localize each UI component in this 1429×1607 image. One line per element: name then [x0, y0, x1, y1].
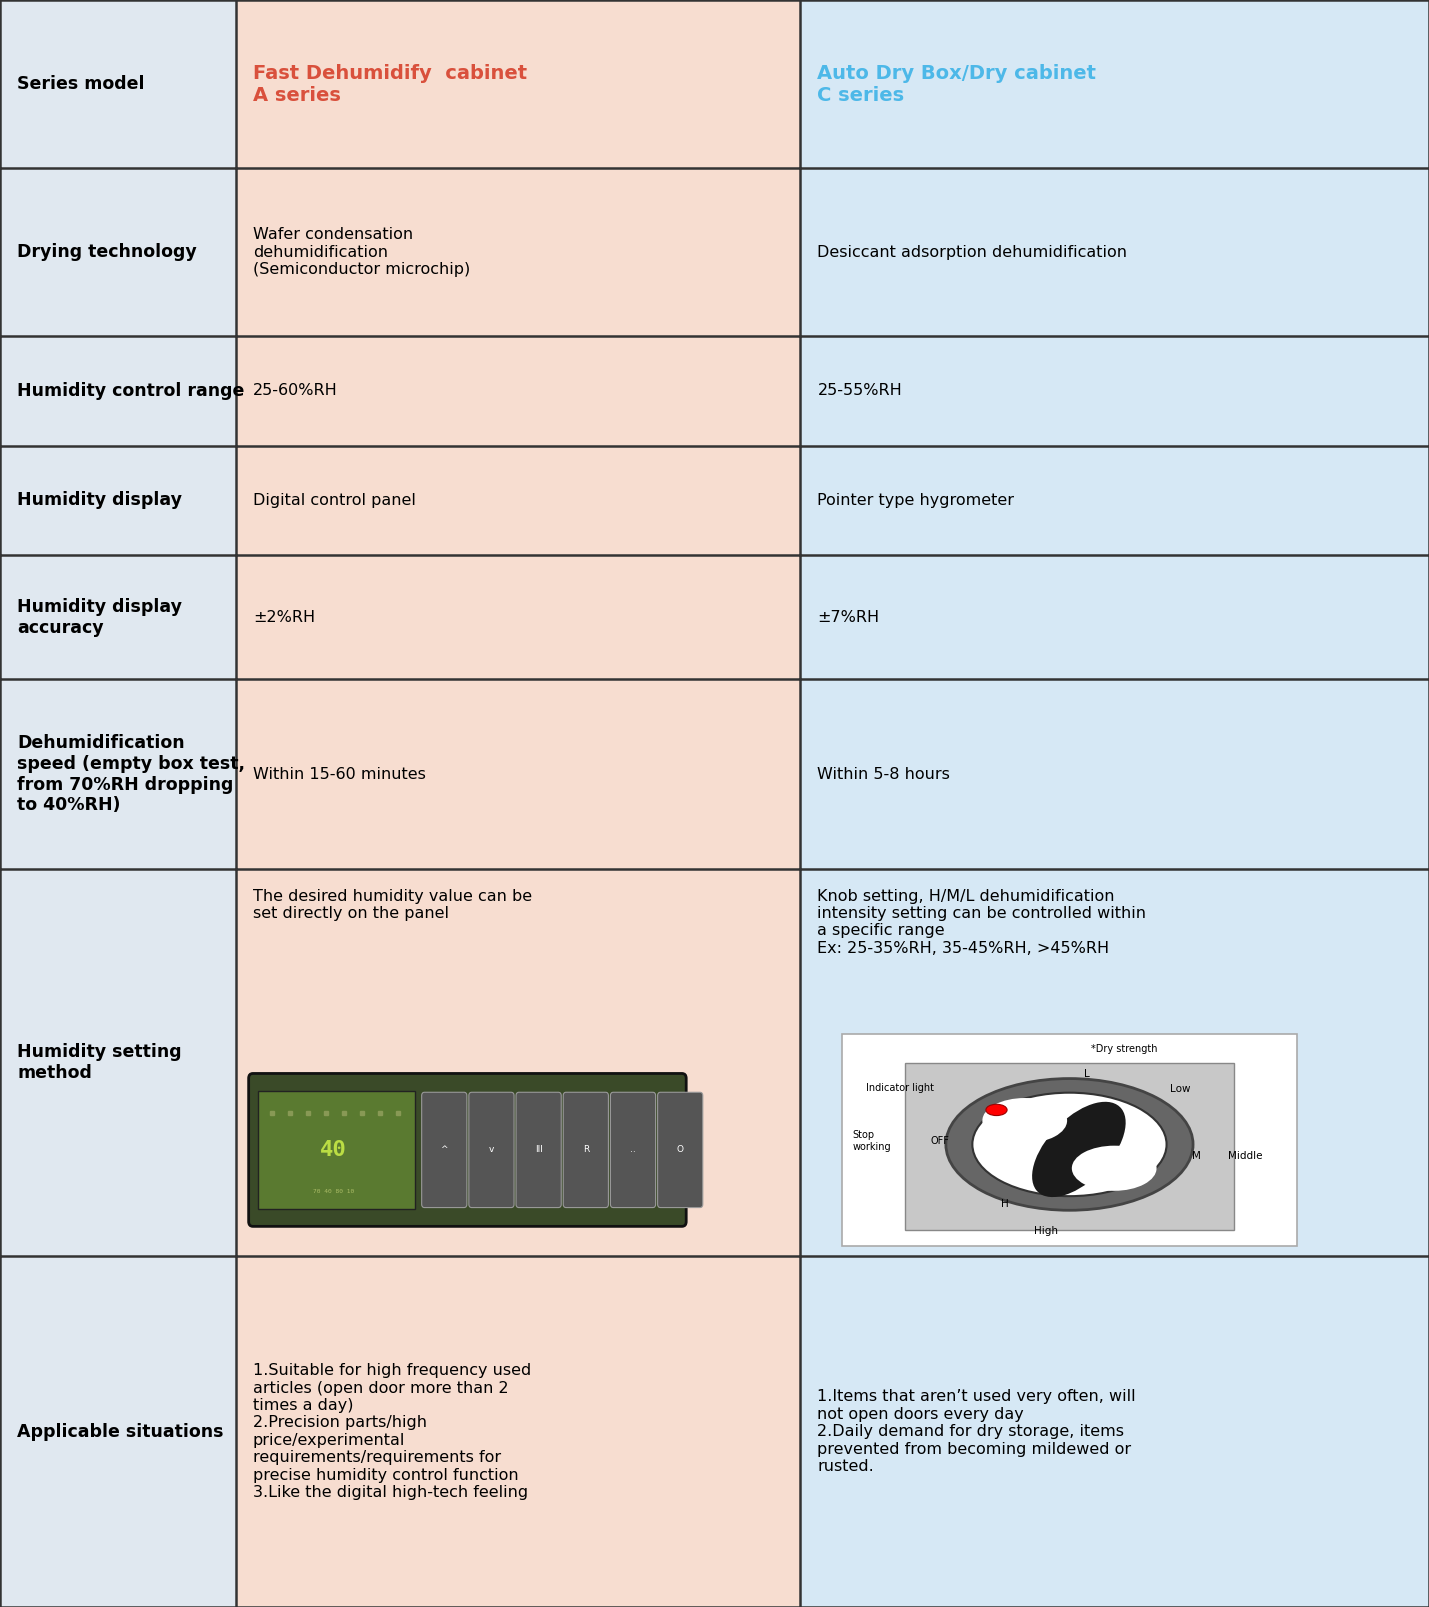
Ellipse shape: [1032, 1102, 1126, 1197]
Ellipse shape: [946, 1078, 1193, 1210]
Text: Drying technology: Drying technology: [17, 243, 197, 260]
Text: Humidity control range: Humidity control range: [17, 382, 244, 400]
Text: Stop
working: Stop working: [852, 1130, 890, 1152]
FancyBboxPatch shape: [0, 554, 236, 680]
FancyBboxPatch shape: [800, 1257, 1429, 1607]
Text: R: R: [583, 1146, 589, 1154]
Text: Pointer type hygrometer: Pointer type hygrometer: [817, 493, 1015, 508]
FancyBboxPatch shape: [236, 869, 800, 1257]
FancyBboxPatch shape: [800, 554, 1429, 680]
Text: v: v: [489, 1146, 494, 1154]
FancyBboxPatch shape: [0, 680, 236, 869]
Text: Humidity display
accuracy: Humidity display accuracy: [17, 598, 181, 636]
Text: Knob setting, H/M/L dehumidification
intensity setting can be controlled within
: Knob setting, H/M/L dehumidification int…: [817, 889, 1146, 956]
Text: Wafer condensation
dehumidification
(Semiconductor microchip): Wafer condensation dehumidification (Sem…: [253, 227, 470, 276]
FancyBboxPatch shape: [657, 1093, 703, 1207]
FancyBboxPatch shape: [0, 1257, 236, 1607]
FancyBboxPatch shape: [422, 1093, 467, 1207]
FancyBboxPatch shape: [0, 445, 236, 554]
Text: Auto Dry Box/Dry cabinet
C series: Auto Dry Box/Dry cabinet C series: [817, 64, 1096, 104]
FancyBboxPatch shape: [236, 0, 800, 169]
FancyBboxPatch shape: [800, 0, 1429, 169]
Text: H: H: [1000, 1199, 1009, 1208]
Text: O: O: [677, 1146, 683, 1154]
Ellipse shape: [972, 1093, 1166, 1196]
FancyBboxPatch shape: [610, 1093, 656, 1207]
FancyBboxPatch shape: [0, 869, 236, 1257]
Text: Indicator light: Indicator light: [866, 1083, 933, 1093]
Text: Series model: Series model: [17, 76, 144, 93]
Text: Desiccant adsorption dehumidification: Desiccant adsorption dehumidification: [817, 244, 1127, 259]
Text: 1.Suitable for high frequency used
articles (open door more than 2
times a day)
: 1.Suitable for high frequency used artic…: [253, 1363, 532, 1499]
Text: 1.Items that aren’t used very often, will
not open doors every day
2.Daily deman: 1.Items that aren’t used very often, wil…: [817, 1390, 1136, 1474]
FancyBboxPatch shape: [563, 1093, 609, 1207]
Text: *Dry strength: *Dry strength: [1090, 1045, 1157, 1054]
Text: M: M: [1192, 1151, 1200, 1160]
Text: ±7%RH: ±7%RH: [817, 609, 879, 625]
Text: 40: 40: [320, 1139, 347, 1160]
Text: Middle: Middle: [1229, 1151, 1263, 1160]
FancyBboxPatch shape: [236, 554, 800, 680]
Text: High: High: [1035, 1226, 1057, 1236]
Text: Humidity setting
method: Humidity setting method: [17, 1043, 181, 1082]
FancyBboxPatch shape: [469, 1093, 514, 1207]
Text: Within 5-8 hours: Within 5-8 hours: [817, 767, 950, 781]
Text: ^: ^: [440, 1146, 449, 1154]
FancyBboxPatch shape: [0, 0, 236, 169]
Text: Fast Dehumidify  cabinet
A series: Fast Dehumidify cabinet A series: [253, 64, 527, 104]
FancyBboxPatch shape: [842, 1033, 1298, 1247]
Text: Humidity display: Humidity display: [17, 492, 181, 509]
Text: Within 15-60 minutes: Within 15-60 minutes: [253, 767, 426, 781]
FancyBboxPatch shape: [236, 1257, 800, 1607]
FancyBboxPatch shape: [236, 445, 800, 554]
Text: 25-60%RH: 25-60%RH: [253, 384, 337, 399]
FancyBboxPatch shape: [800, 869, 1429, 1257]
FancyBboxPatch shape: [249, 1073, 686, 1226]
Text: ..: ..: [630, 1146, 636, 1154]
Ellipse shape: [986, 1104, 1007, 1115]
FancyBboxPatch shape: [800, 680, 1429, 869]
Text: Digital control panel: Digital control panel: [253, 493, 416, 508]
Text: III: III: [534, 1146, 543, 1154]
FancyBboxPatch shape: [905, 1064, 1233, 1229]
Text: L: L: [1085, 1069, 1090, 1080]
Text: Applicable situations: Applicable situations: [17, 1422, 224, 1441]
Text: Dehumidification
speed (empty box test,
from 70%RH dropping
to 40%RH): Dehumidification speed (empty box test, …: [17, 734, 246, 815]
FancyBboxPatch shape: [0, 336, 236, 445]
FancyBboxPatch shape: [516, 1093, 562, 1207]
FancyBboxPatch shape: [236, 680, 800, 869]
FancyBboxPatch shape: [236, 336, 800, 445]
Text: OFF: OFF: [930, 1136, 949, 1146]
Text: 25-55%RH: 25-55%RH: [817, 384, 902, 399]
FancyBboxPatch shape: [800, 169, 1429, 336]
Ellipse shape: [982, 1098, 1067, 1143]
Text: The desired humidity value can be
set directly on the panel: The desired humidity value can be set di…: [253, 889, 532, 921]
Text: 70 40 80 10: 70 40 80 10: [313, 1189, 354, 1194]
Ellipse shape: [1072, 1146, 1156, 1191]
FancyBboxPatch shape: [236, 169, 800, 336]
Text: Low: Low: [1169, 1085, 1190, 1094]
FancyBboxPatch shape: [800, 336, 1429, 445]
FancyBboxPatch shape: [800, 445, 1429, 554]
Text: ±2%RH: ±2%RH: [253, 609, 314, 625]
FancyBboxPatch shape: [0, 169, 236, 336]
FancyBboxPatch shape: [259, 1091, 416, 1208]
